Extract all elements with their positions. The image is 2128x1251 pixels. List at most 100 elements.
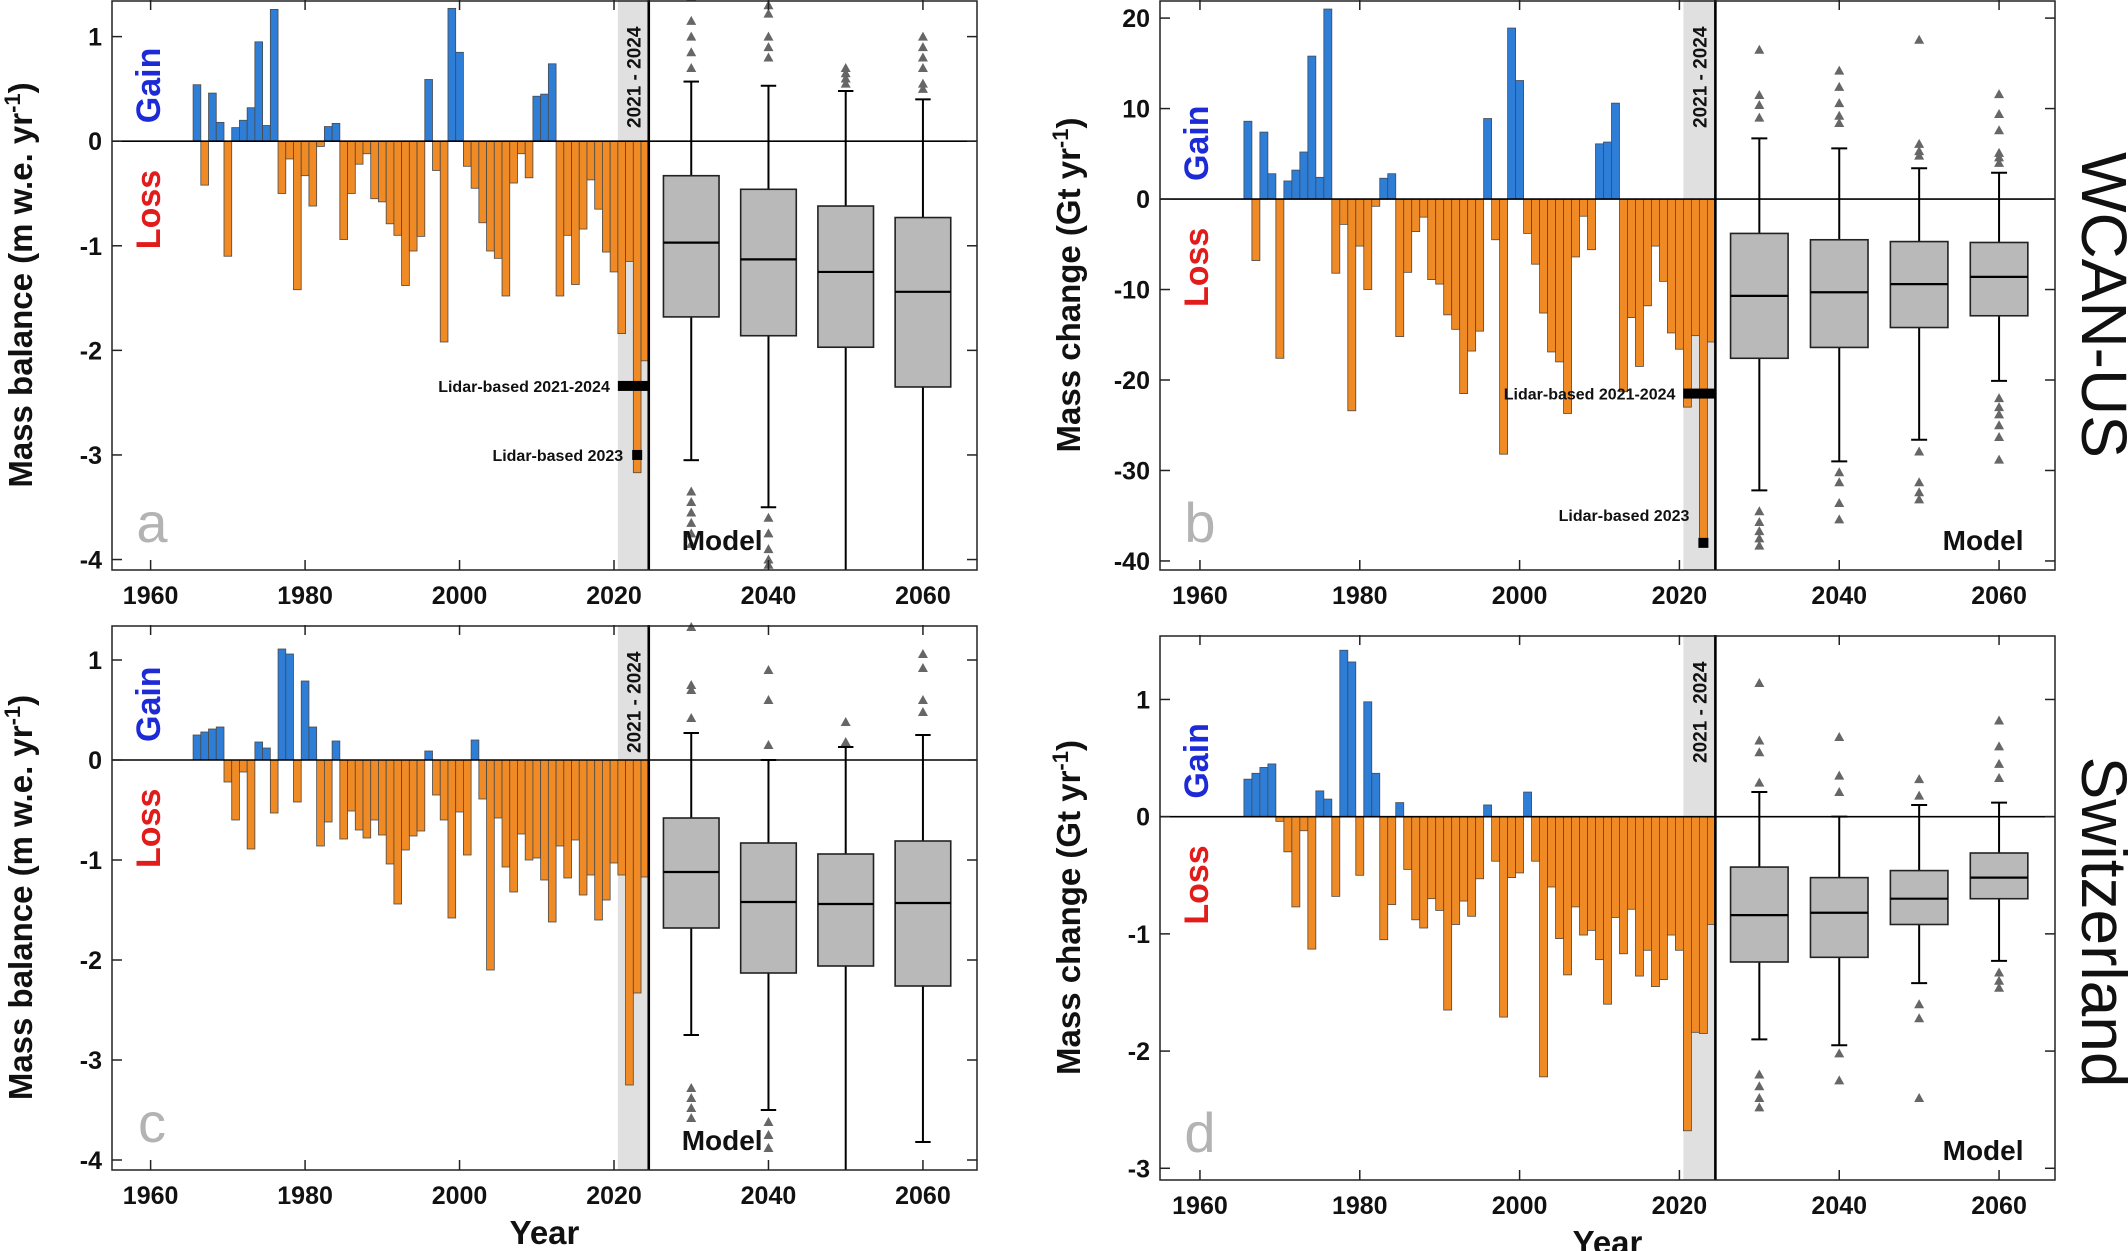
bar-2019: [1667, 198, 1676, 334]
bar-1998: [1499, 816, 1509, 1018]
gain-label: Gain: [130, 666, 168, 742]
bar-2014: [563, 759, 572, 879]
x-axis-label: Year: [510, 1214, 580, 1251]
bar-1999: [1507, 27, 1517, 200]
bar-2001: [463, 759, 472, 856]
bar-1966: [192, 84, 202, 142]
bar-2007: [1571, 816, 1580, 908]
bar-1968: [208, 92, 217, 142]
bar-1986: [1403, 816, 1413, 870]
y-tick-label: -2: [80, 947, 102, 975]
outlier-marker: [1914, 494, 1925, 504]
outlier-marker: [1914, 487, 1925, 497]
outlier-marker: [917, 52, 928, 62]
y-tick-label: -3: [80, 442, 102, 470]
bar-2001: [463, 140, 472, 167]
bar-2011: [1603, 816, 1612, 1005]
bar-1985: [339, 140, 348, 240]
outlier-marker: [1834, 514, 1845, 524]
bar-1986: [347, 759, 356, 812]
bar-2005: [1555, 816, 1564, 939]
bar-1971: [231, 759, 240, 821]
boxplot-2060: [894, 649, 952, 1143]
bar-1973: [1299, 816, 1309, 832]
bar-1976: [269, 9, 279, 142]
outlier-marker: [1994, 975, 2005, 985]
outlier-marker: [1754, 526, 1765, 536]
outlier-marker: [840, 73, 851, 83]
region-label-bottom: Switzerland: [2068, 757, 2128, 1088]
outlier-marker: [763, 1143, 774, 1152]
y-axis-label: Mass change (Gt yr-1): [1048, 740, 1087, 1075]
bar-2009: [524, 759, 534, 861]
bar-1980: [300, 140, 310, 177]
y-tick-label: 0: [88, 747, 102, 775]
bar-1984: [1387, 816, 1397, 905]
box: [1809, 238, 1869, 349]
bar-2007: [509, 759, 518, 893]
outlier-marker: [763, 740, 774, 749]
bar-1976: [1323, 798, 1333, 818]
boxplot-2040: [1809, 65, 1869, 524]
bar-2001: [1523, 791, 1532, 818]
outlier-marker: [763, 528, 774, 538]
x-tick-label: 2000: [432, 582, 488, 610]
model-label: Model: [1943, 1135, 2024, 1166]
bar-1991: [385, 140, 395, 225]
outlier-marker: [686, 486, 697, 496]
outlier-marker: [1754, 506, 1765, 516]
bar-2005: [1555, 198, 1564, 363]
x-tick-label: 2000: [432, 1182, 488, 1210]
y-tick-label: 0: [88, 128, 102, 156]
bar-1967: [1251, 772, 1261, 818]
bar-1981: [308, 140, 318, 207]
bar-1990: [1435, 198, 1445, 285]
outlier-marker: [686, 1083, 697, 1092]
loss-label: Loss: [130, 789, 168, 868]
outlier-marker: [1834, 770, 1845, 780]
y-tick-label: 1: [88, 24, 102, 52]
outlier-marker: [840, 717, 851, 726]
region-label-top: WCAN-US: [2068, 152, 2128, 458]
bar-2006: [501, 759, 511, 868]
outlier-marker: [686, 507, 697, 517]
bar-1974: [1307, 816, 1317, 950]
x-tick-label: 1960: [123, 582, 179, 610]
x-tick-label: 2040: [741, 582, 797, 610]
boxplot-2030: [1729, 678, 1789, 1112]
bar-2007: [1571, 198, 1580, 258]
outlier-marker: [1834, 731, 1845, 741]
boxplot-2030: [662, 0, 720, 548]
bar-2017: [1651, 816, 1660, 988]
bar-2005: [493, 759, 503, 819]
bar-1987: [354, 140, 364, 165]
outlier-marker: [840, 62, 851, 72]
bar-2004: [1547, 816, 1556, 888]
bar-1989: [370, 140, 379, 200]
bar-2018: [594, 140, 603, 210]
bar-1993: [1459, 816, 1469, 902]
bar-1966: [1243, 778, 1253, 818]
bar-1989: [370, 759, 379, 821]
outlier-marker: [917, 83, 928, 93]
outlier-marker: [1754, 735, 1765, 745]
bar-1969: [215, 726, 225, 761]
outlier-marker: [917, 78, 928, 88]
bar-2010: [1595, 816, 1604, 961]
x-tick-label: 1980: [277, 1182, 333, 1210]
bar-1979: [1347, 198, 1357, 412]
outlier-marker: [840, 737, 851, 746]
bar-2020: [609, 140, 619, 273]
bar-2000: [455, 51, 464, 142]
outlier-marker: [763, 52, 774, 62]
bar-2014: [1627, 816, 1636, 910]
outlier-marker: [686, 31, 697, 41]
bar-1979: [1347, 661, 1357, 818]
bar-1966: [1243, 120, 1253, 200]
outlier-marker: [840, 68, 851, 78]
outlier-marker: [1994, 772, 2005, 782]
bar-2013: [1619, 816, 1628, 955]
y-tick-label: 10: [1122, 96, 1150, 124]
bar-1986: [347, 140, 356, 194]
outlier-marker: [1994, 409, 2005, 419]
